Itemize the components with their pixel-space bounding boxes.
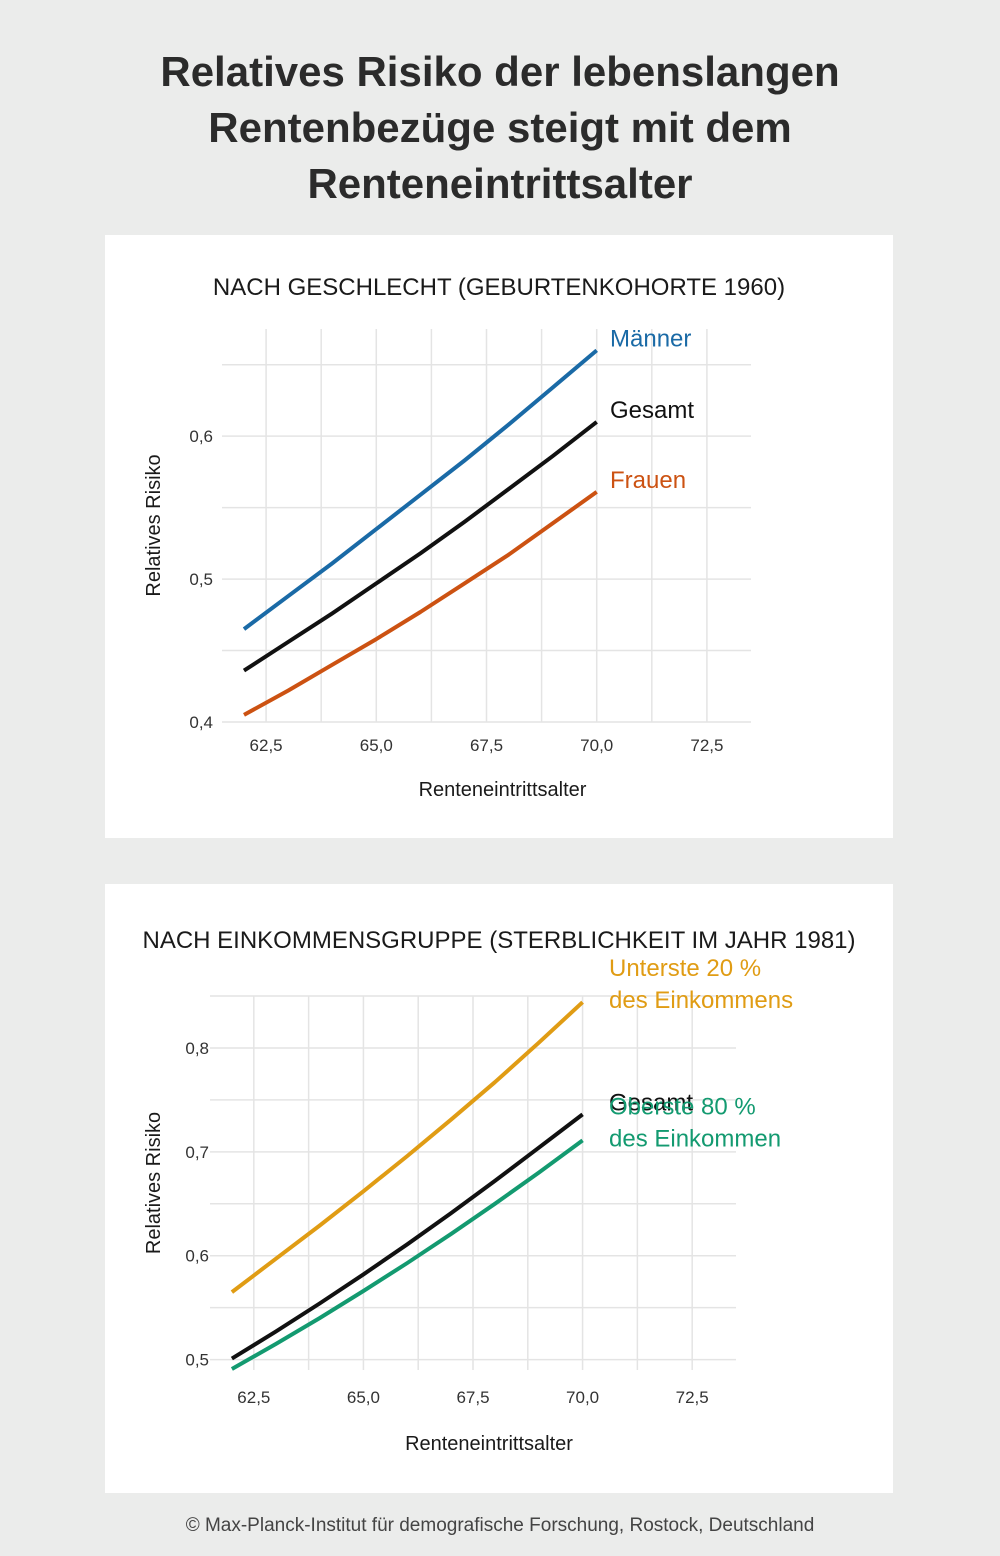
x-axis-label: Renteneintrittsalter — [405, 1433, 573, 1455]
page-title: Relatives Risiko der lebenslangen Renten… — [0, 44, 1000, 212]
copyright-footer: © Max-Planck-Institut für demografische … — [185, 1515, 815, 1536]
y-tick-label: 0,4 — [189, 713, 213, 732]
series-label: Oberste 80 % — [609, 1093, 756, 1120]
series-line — [230, 1138, 584, 1371]
series-label: Unterste 20 % — [609, 955, 761, 982]
chart-title: NACH EINKOMMENSGRUPPE (STERBLICHKEIT IM … — [142, 927, 855, 954]
series-label: Frauen — [610, 467, 686, 494]
series-line — [242, 420, 598, 673]
chart-title: NACH GESCHLECHT (GEBURTENKOHORTE 1960) — [213, 274, 785, 301]
y-axis-label: Relatives Risiko — [143, 454, 165, 596]
title-line-2: Rentenbezüge steigt mit dem — [208, 104, 792, 151]
chart-gender: NACH GESCHLECHT (GEBURTENKOHORTE 1960) 62… — [143, 274, 785, 801]
series-label: des Einkommen — [609, 1125, 781, 1152]
x-tick-label: 65,0 — [360, 736, 393, 755]
title-line-1: Relatives Risiko der lebenslangen — [160, 48, 840, 95]
x-tick-label: 72,5 — [690, 736, 723, 755]
x-tick-label: 70,0 — [566, 1388, 599, 1407]
x-tick-label: 70,0 — [580, 736, 613, 755]
title-line-3: Renteneintrittsalter — [307, 160, 693, 207]
series-line — [230, 1000, 584, 1294]
y-axis-label: Relatives Risiko — [143, 1112, 165, 1254]
x-tick-label: 62,5 — [250, 736, 283, 755]
y-tick-label: 0,5 — [189, 570, 213, 589]
x-tick-label: 65,0 — [347, 1388, 380, 1407]
y-tick-label: 0,6 — [189, 427, 213, 446]
series-label: Gesamt — [610, 397, 694, 424]
y-tick-label: 0,7 — [185, 1143, 209, 1162]
y-tick-label: 0,8 — [185, 1039, 209, 1058]
chart-panel-gender: NACH GESCHLECHT (GEBURTENKOHORTE 1960) 62… — [105, 235, 893, 838]
x-tick-label: 72,5 — [676, 1388, 709, 1407]
chart-panel-income: NACH EINKOMMENSGRUPPE (STERBLICHKEIT IM … — [105, 884, 893, 1493]
series-label: Männer — [610, 325, 691, 352]
series-line — [242, 348, 598, 631]
x-tick-label: 67,5 — [456, 1388, 489, 1407]
y-tick-label: 0,6 — [185, 1247, 209, 1266]
chart-income: NACH EINKOMMENSGRUPPE (STERBLICHKEIT IM … — [142, 927, 855, 1455]
y-tick-label: 0,5 — [185, 1351, 209, 1370]
series-line — [230, 1112, 584, 1361]
x-tick-label: 67,5 — [470, 736, 503, 755]
x-tick-label: 62,5 — [237, 1388, 270, 1407]
series-label: Gesamt — [609, 1089, 693, 1116]
series-label: des Einkommens — [609, 987, 793, 1014]
x-axis-label: Renteneintrittsalter — [419, 779, 587, 801]
series-line — [243, 490, 598, 717]
